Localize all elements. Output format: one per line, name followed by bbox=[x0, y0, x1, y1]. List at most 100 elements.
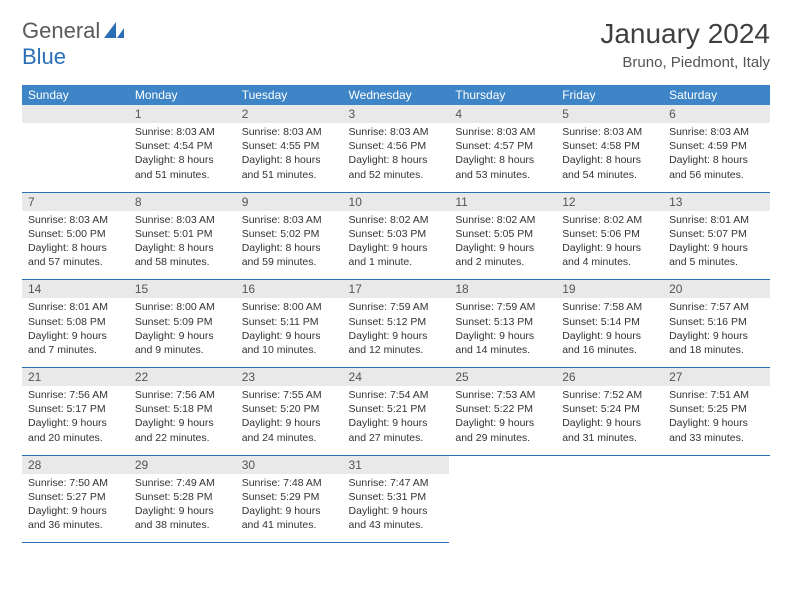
sunset-text: Sunset: 5:11 PM bbox=[242, 315, 337, 329]
sunset-text: Sunset: 5:28 PM bbox=[135, 490, 230, 504]
sunset-text: Sunset: 4:55 PM bbox=[242, 139, 337, 153]
sunrise-text: Sunrise: 7:54 AM bbox=[349, 388, 444, 402]
week-row: 7Sunrise: 8:03 AMSunset: 5:00 PMDaylight… bbox=[22, 192, 770, 280]
daylight-text: Daylight: 8 hours and 54 minutes. bbox=[562, 153, 657, 181]
sunrise-text: Sunrise: 8:03 AM bbox=[669, 125, 764, 139]
day-body: Sunrise: 7:52 AMSunset: 5:24 PMDaylight:… bbox=[556, 386, 663, 455]
dow-header: Monday bbox=[129, 85, 236, 105]
day-number: 24 bbox=[343, 368, 450, 386]
day-body: Sunrise: 7:50 AMSunset: 5:27 PMDaylight:… bbox=[22, 474, 129, 543]
day-cell: 30Sunrise: 7:48 AMSunset: 5:29 PMDayligh… bbox=[236, 455, 343, 543]
day-body: Sunrise: 8:01 AMSunset: 5:08 PMDaylight:… bbox=[22, 298, 129, 367]
day-number: 6 bbox=[663, 105, 770, 123]
day-number: 11 bbox=[449, 193, 556, 211]
day-cell bbox=[663, 455, 770, 543]
daylight-text: Daylight: 9 hours and 14 minutes. bbox=[455, 329, 550, 357]
day-cell: 22Sunrise: 7:56 AMSunset: 5:18 PMDayligh… bbox=[129, 368, 236, 456]
sunset-text: Sunset: 5:29 PM bbox=[242, 490, 337, 504]
sunset-text: Sunset: 5:18 PM bbox=[135, 402, 230, 416]
brand-part2: Blue bbox=[22, 44, 66, 69]
day-body: Sunrise: 7:58 AMSunset: 5:14 PMDaylight:… bbox=[556, 298, 663, 367]
day-cell: 14Sunrise: 8:01 AMSunset: 5:08 PMDayligh… bbox=[22, 280, 129, 368]
sunset-text: Sunset: 5:01 PM bbox=[135, 227, 230, 241]
day-number: 3 bbox=[343, 105, 450, 123]
sunrise-text: Sunrise: 8:01 AM bbox=[669, 213, 764, 227]
sunrise-text: Sunrise: 7:49 AM bbox=[135, 476, 230, 490]
sunrise-text: Sunrise: 7:53 AM bbox=[455, 388, 550, 402]
sunset-text: Sunset: 5:14 PM bbox=[562, 315, 657, 329]
day-cell: 12Sunrise: 8:02 AMSunset: 5:06 PMDayligh… bbox=[556, 192, 663, 280]
day-cell: 21Sunrise: 7:56 AMSunset: 5:17 PMDayligh… bbox=[22, 368, 129, 456]
daylight-text: Daylight: 9 hours and 36 minutes. bbox=[28, 504, 123, 532]
daylight-text: Daylight: 9 hours and 10 minutes. bbox=[242, 329, 337, 357]
day-cell: 26Sunrise: 7:52 AMSunset: 5:24 PMDayligh… bbox=[556, 368, 663, 456]
daylight-text: Daylight: 8 hours and 51 minutes. bbox=[135, 153, 230, 181]
sunset-text: Sunset: 5:03 PM bbox=[349, 227, 444, 241]
sunset-text: Sunset: 5:24 PM bbox=[562, 402, 657, 416]
sunset-text: Sunset: 4:59 PM bbox=[669, 139, 764, 153]
day-body: Sunrise: 8:03 AMSunset: 5:01 PMDaylight:… bbox=[129, 211, 236, 280]
dow-header: Wednesday bbox=[343, 85, 450, 105]
brand-logo: GeneralBlue bbox=[22, 18, 124, 70]
daylight-text: Daylight: 9 hours and 5 minutes. bbox=[669, 241, 764, 269]
day-body: Sunrise: 7:59 AMSunset: 5:13 PMDaylight:… bbox=[449, 298, 556, 367]
sunset-text: Sunset: 5:12 PM bbox=[349, 315, 444, 329]
day-number: 28 bbox=[22, 456, 129, 474]
dow-header: Sunday bbox=[22, 85, 129, 105]
day-body: Sunrise: 8:03 AMSunset: 4:56 PMDaylight:… bbox=[343, 123, 450, 192]
sunrise-text: Sunrise: 7:51 AM bbox=[669, 388, 764, 402]
day-cell: 7Sunrise: 8:03 AMSunset: 5:00 PMDaylight… bbox=[22, 192, 129, 280]
day-cell: 17Sunrise: 7:59 AMSunset: 5:12 PMDayligh… bbox=[343, 280, 450, 368]
day-cell: 3Sunrise: 8:03 AMSunset: 4:56 PMDaylight… bbox=[343, 105, 450, 192]
day-cell: 23Sunrise: 7:55 AMSunset: 5:20 PMDayligh… bbox=[236, 368, 343, 456]
day-number: 19 bbox=[556, 280, 663, 298]
brand-part1: General bbox=[22, 18, 100, 43]
brand-text: GeneralBlue bbox=[22, 18, 124, 70]
day-number: 4 bbox=[449, 105, 556, 123]
day-body: Sunrise: 8:03 AMSunset: 4:58 PMDaylight:… bbox=[556, 123, 663, 192]
sunset-text: Sunset: 5:31 PM bbox=[349, 490, 444, 504]
day-body bbox=[556, 474, 663, 534]
day-cell bbox=[556, 455, 663, 543]
day-number: 5 bbox=[556, 105, 663, 123]
sunset-text: Sunset: 5:27 PM bbox=[28, 490, 123, 504]
day-body: Sunrise: 8:03 AMSunset: 5:00 PMDaylight:… bbox=[22, 211, 129, 280]
day-cell: 4Sunrise: 8:03 AMSunset: 4:57 PMDaylight… bbox=[449, 105, 556, 192]
sunrise-text: Sunrise: 8:03 AM bbox=[135, 125, 230, 139]
day-body: Sunrise: 7:54 AMSunset: 5:21 PMDaylight:… bbox=[343, 386, 450, 455]
daylight-text: Daylight: 9 hours and 18 minutes. bbox=[669, 329, 764, 357]
week-row: 28Sunrise: 7:50 AMSunset: 5:27 PMDayligh… bbox=[22, 455, 770, 543]
day-body: Sunrise: 7:47 AMSunset: 5:31 PMDaylight:… bbox=[343, 474, 450, 543]
daylight-text: Daylight: 9 hours and 43 minutes. bbox=[349, 504, 444, 532]
day-body: Sunrise: 8:01 AMSunset: 5:07 PMDaylight:… bbox=[663, 211, 770, 280]
day-number: 1 bbox=[129, 105, 236, 123]
sunrise-text: Sunrise: 7:59 AM bbox=[349, 300, 444, 314]
day-body: Sunrise: 8:03 AMSunset: 5:02 PMDaylight:… bbox=[236, 211, 343, 280]
day-cell: 6Sunrise: 8:03 AMSunset: 4:59 PMDaylight… bbox=[663, 105, 770, 192]
sunset-text: Sunset: 5:20 PM bbox=[242, 402, 337, 416]
title-block: January 2024 Bruno, Piedmont, Italy bbox=[600, 18, 770, 71]
sunset-text: Sunset: 5:13 PM bbox=[455, 315, 550, 329]
day-body bbox=[663, 474, 770, 534]
day-cell: 19Sunrise: 7:58 AMSunset: 5:14 PMDayligh… bbox=[556, 280, 663, 368]
day-number: 26 bbox=[556, 368, 663, 386]
day-body: Sunrise: 7:53 AMSunset: 5:22 PMDaylight:… bbox=[449, 386, 556, 455]
daylight-text: Daylight: 9 hours and 27 minutes. bbox=[349, 416, 444, 444]
day-number: 10 bbox=[343, 193, 450, 211]
day-cell: 25Sunrise: 7:53 AMSunset: 5:22 PMDayligh… bbox=[449, 368, 556, 456]
daylight-text: Daylight: 9 hours and 9 minutes. bbox=[135, 329, 230, 357]
day-number: 12 bbox=[556, 193, 663, 211]
sunrise-text: Sunrise: 8:00 AM bbox=[135, 300, 230, 314]
page-header: GeneralBlue January 2024 Bruno, Piedmont… bbox=[22, 18, 770, 71]
sail-icon bbox=[104, 18, 124, 44]
sunrise-text: Sunrise: 7:56 AM bbox=[28, 388, 123, 402]
sunrise-text: Sunrise: 8:02 AM bbox=[455, 213, 550, 227]
sunset-text: Sunset: 5:00 PM bbox=[28, 227, 123, 241]
day-number bbox=[22, 105, 129, 123]
sunset-text: Sunset: 5:21 PM bbox=[349, 402, 444, 416]
sunrise-text: Sunrise: 7:59 AM bbox=[455, 300, 550, 314]
sunrise-text: Sunrise: 8:01 AM bbox=[28, 300, 123, 314]
calendar-table: Sunday Monday Tuesday Wednesday Thursday… bbox=[22, 85, 770, 543]
day-cell: 11Sunrise: 8:02 AMSunset: 5:05 PMDayligh… bbox=[449, 192, 556, 280]
day-body bbox=[449, 474, 556, 534]
